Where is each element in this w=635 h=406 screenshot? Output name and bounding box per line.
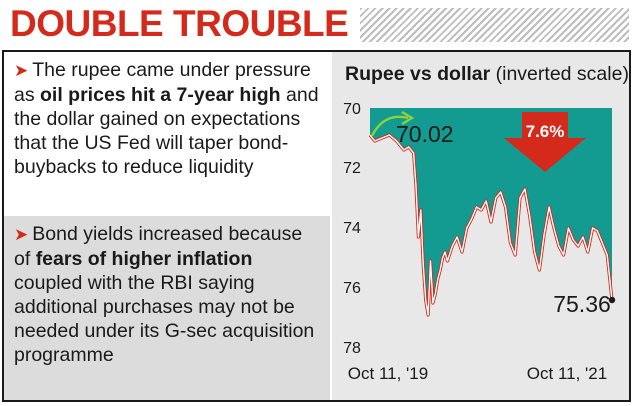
bullet-highlight: oil prices hit a 7-year high xyxy=(40,84,281,106)
chart-subtitle: (inverted scale) xyxy=(495,63,629,85)
bullet-arrow-icon: ➤ xyxy=(14,61,29,80)
bullet-text: ➤ The rupee came under pressure as oil pr… xyxy=(14,58,322,179)
content-frame xyxy=(2,50,631,402)
end-value-label: 75.36 xyxy=(553,291,611,317)
end-point-marker xyxy=(608,296,616,304)
chart-title-main: Rupee vs dollar xyxy=(345,63,491,85)
bullet-segment: Bond yields increased because of xyxy=(14,223,303,270)
y-tick-label: 72 xyxy=(343,160,361,177)
start-arrow-icon xyxy=(370,115,409,137)
decline-arrow-icon xyxy=(504,112,586,172)
y-tick-label: 76 xyxy=(343,280,361,297)
bullet-oil-prices: ➤ The rupee came under pressure as oil pr… xyxy=(4,52,330,214)
headline-bar: DOUBLE TROUBLE xyxy=(0,0,635,48)
bullet-bond-yields: ➤ Bond yields increased because of fears … xyxy=(4,216,330,400)
bullet-highlight: fears of higher inflation xyxy=(35,248,253,270)
start-arrowhead-icon xyxy=(401,110,415,126)
bullet-arrow-icon: ➤ xyxy=(14,225,29,244)
bullet-segment: coupled with the RBI saying additional p… xyxy=(14,272,315,366)
bullet-text: ➤ Bond yields increased because of fears … xyxy=(14,222,322,367)
x-tick-label: Oct 11, '19 xyxy=(348,364,428,383)
chart-title: Rupee vs dollar (inverted scale) xyxy=(345,63,629,86)
start-value-label: 70.02 xyxy=(396,121,454,147)
bullet-segment: and the dollar gained on expectations th… xyxy=(14,84,319,178)
rupee-dollar-chart: 70 72 74 76 78 Oct 11, '19 Oct 11, '21 70.02 7.6… xyxy=(343,101,616,383)
y-tick-label: 78 xyxy=(343,340,361,357)
y-tick-label: 74 xyxy=(343,220,361,237)
series-line xyxy=(369,134,613,316)
decorative-stripes xyxy=(360,8,629,42)
x-tick-label: Oct 11, '21 xyxy=(527,364,607,383)
change-percent-label: 7.6% xyxy=(526,122,565,141)
y-tick-label: 70 xyxy=(343,101,361,118)
bullet-segment: The rupee came under pressure as xyxy=(14,59,311,106)
headline: DOUBLE TROUBLE xyxy=(10,3,349,44)
